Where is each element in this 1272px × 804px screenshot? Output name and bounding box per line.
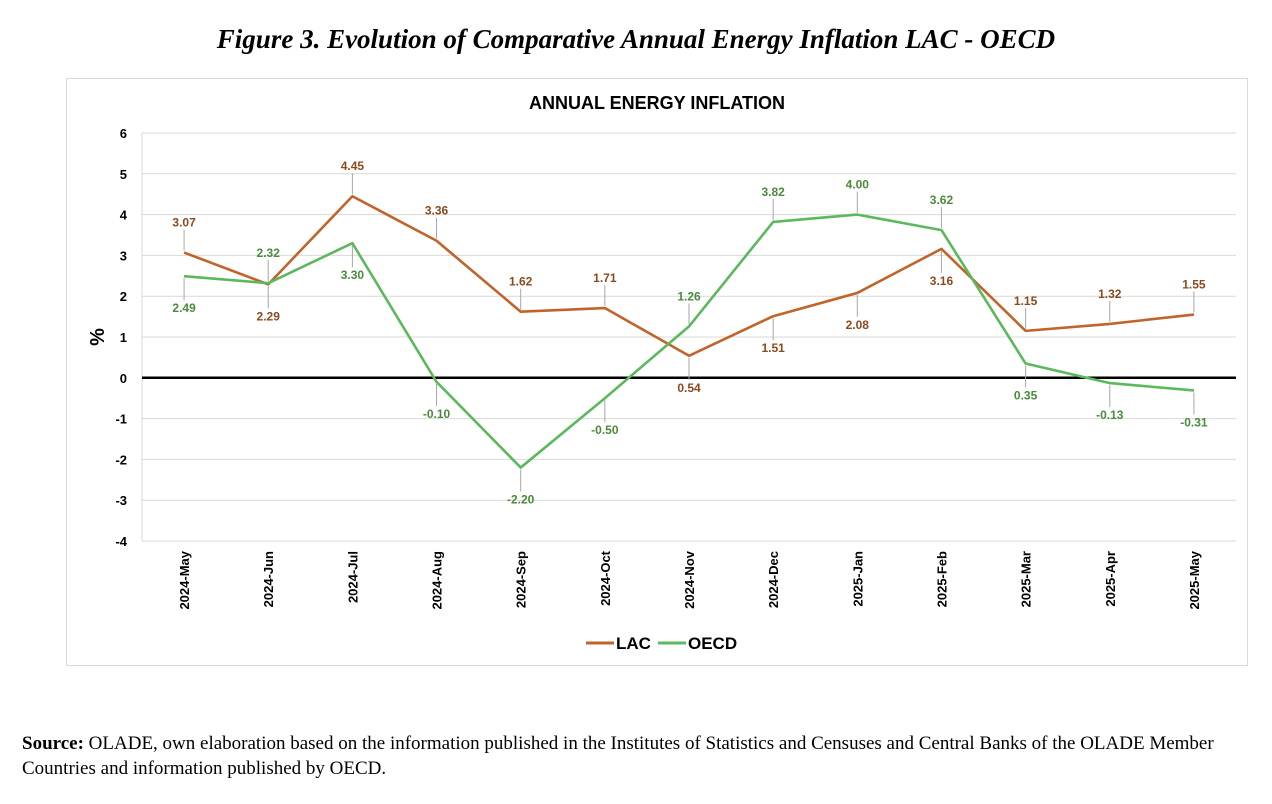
source-label: Source:: [22, 733, 84, 754]
source-note: Source: OLADE, own elaboration based on …: [22, 731, 1258, 781]
source-text: OLADE, own elaboration based on the info…: [22, 733, 1214, 779]
chart-frame: [66, 78, 1248, 666]
figure-title: Figure 3. Evolution of Comparative Annua…: [216, 24, 1056, 54]
